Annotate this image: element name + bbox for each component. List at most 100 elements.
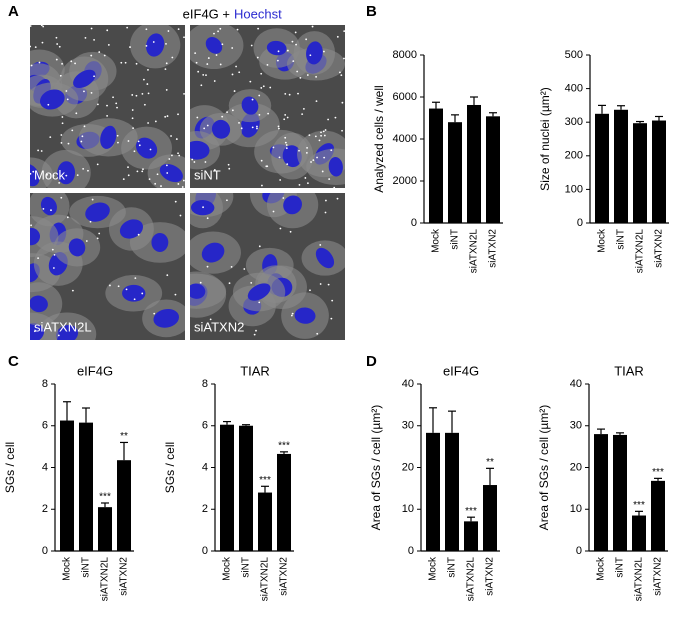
granule (125, 288, 128, 291)
granule (152, 41, 155, 43)
bar (464, 521, 478, 551)
granule (304, 177, 307, 179)
granule (147, 68, 149, 71)
granule (145, 44, 148, 47)
granule (284, 92, 287, 95)
granule (106, 104, 108, 107)
granule (309, 289, 311, 292)
granule (147, 122, 150, 124)
granule (174, 293, 177, 296)
y-tick-label: 0 (411, 217, 417, 229)
granule (305, 152, 308, 154)
y-tick-label: 20 (570, 461, 582, 473)
granule (55, 36, 58, 39)
granule (126, 26, 129, 29)
granule (258, 114, 261, 116)
granule (90, 91, 93, 94)
granule (183, 92, 185, 95)
granule (282, 197, 285, 199)
nucleus (57, 161, 76, 185)
y-tick-label: 6000 (393, 91, 417, 103)
granule (285, 147, 288, 150)
granule (318, 139, 321, 142)
nucleus (294, 307, 316, 324)
granule (286, 49, 289, 52)
panel-label: A (8, 3, 19, 20)
granule (49, 136, 52, 139)
x-tick-label: Mock (431, 228, 442, 253)
y-axis-label: SGs / cell (163, 442, 177, 493)
granule (341, 129, 343, 132)
granule (250, 44, 253, 47)
granule (30, 25, 32, 27)
y-tick-label: 0 (42, 545, 48, 557)
granule (333, 186, 336, 188)
granule (302, 107, 305, 110)
granule (106, 114, 109, 117)
granule (89, 220, 92, 223)
granule (309, 54, 312, 57)
nucleus (119, 219, 143, 239)
granule (30, 172, 32, 175)
significance-label: *** (259, 475, 271, 486)
bar (594, 434, 608, 551)
micrograph: Mock (30, 25, 185, 188)
bar (633, 123, 647, 223)
granule (38, 61, 41, 64)
granule (323, 134, 326, 137)
x-tick-label: siATXN2L (469, 229, 480, 274)
granule (278, 156, 281, 159)
granule (83, 90, 85, 93)
x-tick-label: siATXN2 (119, 557, 130, 596)
granule (206, 63, 209, 65)
granule (135, 94, 138, 97)
granule (154, 120, 157, 123)
bar (652, 120, 666, 223)
granule (175, 138, 178, 140)
granule (48, 326, 51, 329)
granule (289, 230, 292, 233)
granule (61, 62, 63, 65)
granule (284, 141, 287, 144)
granule (160, 185, 162, 187)
granule (120, 61, 123, 64)
x-tick-label: siNT (450, 229, 461, 250)
granule (166, 172, 169, 174)
y-axis-label: Area of SGs / cell (µm²) (537, 405, 551, 531)
granule (57, 334, 60, 337)
granule (221, 43, 224, 46)
granule (321, 170, 324, 173)
granule (58, 45, 61, 48)
granule (167, 30, 170, 32)
granule (330, 317, 333, 320)
panel-label: D (366, 353, 377, 370)
granule (40, 150, 43, 152)
granule (137, 140, 140, 143)
granule (213, 169, 216, 171)
x-tick-label: Mock (597, 228, 608, 253)
x-tick-label: siATXN2L (260, 557, 271, 602)
bar (429, 108, 443, 223)
granule (55, 58, 58, 61)
image-label: siNT (194, 167, 221, 182)
granule (286, 163, 289, 166)
granule (177, 183, 180, 185)
granule (320, 134, 322, 137)
granule (96, 103, 99, 106)
granule (209, 318, 212, 321)
nucleus (55, 325, 79, 340)
granule (66, 216, 69, 219)
significance-label: *** (278, 440, 290, 451)
nucleus (159, 163, 183, 183)
bar (220, 424, 234, 551)
granule (260, 72, 263, 75)
x-tick-label: siATXN2L (635, 229, 646, 274)
y-tick-label: 30 (402, 420, 414, 432)
y-tick-label: 4 (42, 461, 48, 473)
granule (127, 140, 130, 142)
granule (51, 248, 54, 251)
granule (112, 96, 114, 99)
granule (58, 182, 61, 184)
granule (324, 129, 327, 131)
granule (261, 184, 263, 187)
